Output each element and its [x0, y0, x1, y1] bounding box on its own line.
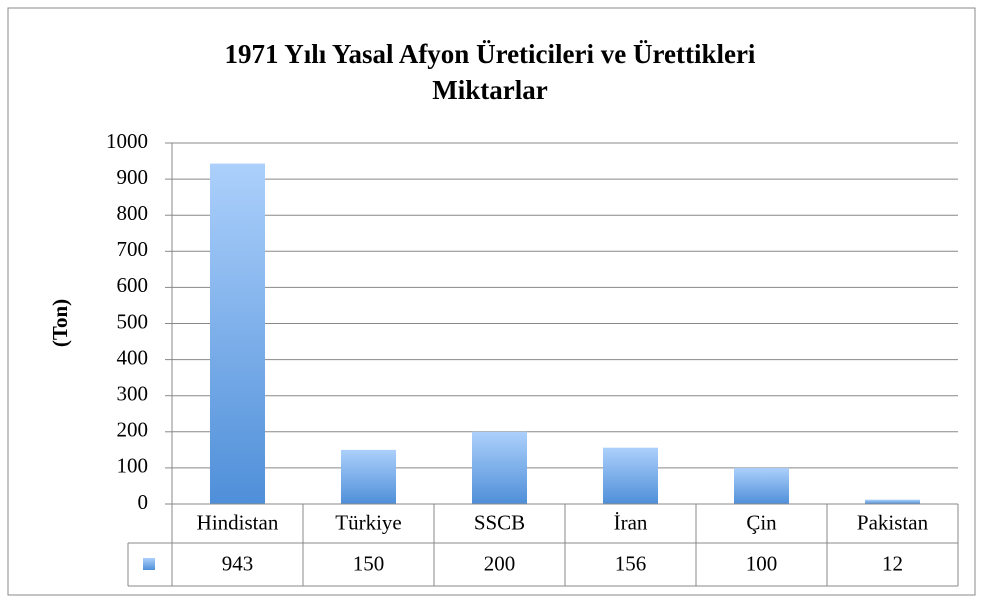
x-tick-label: İran: [614, 510, 648, 534]
y-tick-label: 1000: [106, 129, 148, 153]
y-tick-label: 200: [117, 418, 149, 442]
y-tick-label: 800: [117, 201, 149, 225]
y-tick-label: 700: [117, 237, 149, 261]
y-tick-label: 300: [117, 382, 149, 406]
y-tick-label: 100: [117, 454, 149, 478]
chart-title: 1971 Yılı Yasal Afyon Üreticileri ve Üre…: [225, 39, 756, 105]
bar: [733, 467, 790, 504]
bar: [471, 431, 528, 504]
y-tick-label: 900: [117, 165, 149, 189]
bar: [864, 499, 921, 504]
table-value: 200: [484, 551, 516, 575]
y-axis-label: (Ton): [48, 299, 72, 347]
y-tick-label: 600: [117, 273, 149, 297]
legend-key: [143, 558, 155, 570]
bar: [602, 447, 659, 504]
x-tick-label: Türkiye: [335, 510, 401, 534]
y-tick-label: 500: [117, 309, 149, 333]
x-tick-label: Hindistan: [197, 510, 279, 534]
table-value: 156: [615, 551, 647, 575]
x-tick-label: Çin: [746, 510, 777, 534]
x-tick-label: SSCB: [474, 510, 525, 534]
chart-title-line: Miktarlar: [432, 75, 547, 105]
x-tick-label: Pakistan: [857, 510, 929, 534]
table-value: 943: [222, 551, 254, 575]
bar: [340, 449, 397, 504]
table-value: 12: [882, 551, 903, 575]
y-tick-label: 0: [138, 490, 149, 514]
chart-title-line: 1971 Yılı Yasal Afyon Üreticileri ve Üre…: [225, 39, 756, 69]
bar: [209, 163, 266, 504]
y-tick-label: 400: [117, 345, 149, 369]
table-value: 100: [746, 551, 778, 575]
table-value: 150: [353, 551, 385, 575]
